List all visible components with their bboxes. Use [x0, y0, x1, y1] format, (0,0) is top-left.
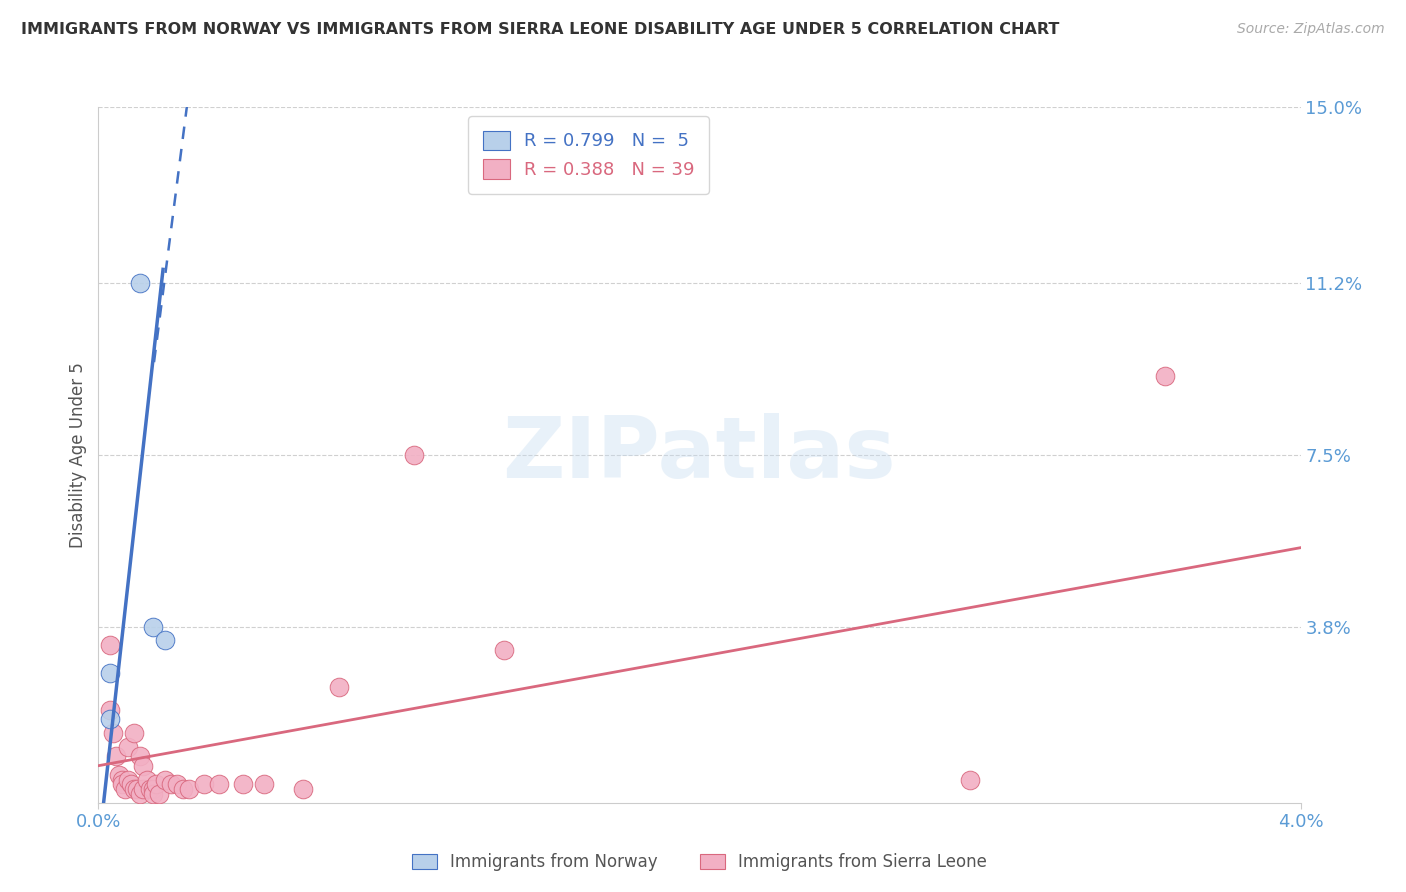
- Text: ZIPatlas: ZIPatlas: [502, 413, 897, 497]
- Point: [121, 777, 143, 791]
- Point: [129, 749, 152, 764]
- Legend: Immigrants from Norway, Immigrants from Sierra Leone: Immigrants from Norway, Immigrants from …: [405, 847, 994, 878]
- Point: [141, 619, 163, 633]
- Point: [111, 777, 134, 791]
- Point: [172, 781, 194, 796]
- Point: [127, 781, 149, 796]
- Point: [153, 772, 176, 787]
- Point: [193, 777, 215, 791]
- Point: [253, 777, 276, 791]
- Point: [208, 777, 231, 791]
- Text: IMMIGRANTS FROM NORWAY VS IMMIGRANTS FROM SIERRA LEONE DISABILITY AGE UNDER 5 CO: IMMIGRANTS FROM NORWAY VS IMMIGRANTS FRO…: [21, 22, 1060, 37]
- Point: [124, 726, 146, 740]
- Point: [153, 633, 176, 648]
- Point: [117, 740, 139, 755]
- Point: [135, 772, 157, 787]
- Point: [100, 712, 122, 726]
- Text: Source: ZipAtlas.com: Source: ZipAtlas.com: [1237, 22, 1385, 37]
- Point: [159, 777, 181, 791]
- Point: [328, 680, 350, 694]
- Point: [1154, 369, 1177, 384]
- Point: [108, 768, 131, 782]
- Point: [100, 703, 122, 717]
- Point: [141, 787, 163, 801]
- Point: [100, 638, 122, 652]
- Point: [166, 777, 188, 791]
- Point: [117, 772, 139, 787]
- Point: [111, 772, 134, 787]
- Point: [232, 777, 254, 791]
- Point: [177, 781, 200, 796]
- Point: [959, 772, 981, 787]
- Point: [114, 781, 136, 796]
- Point: [103, 726, 125, 740]
- Point: [124, 781, 146, 796]
- Point: [148, 787, 170, 801]
- Point: [129, 277, 152, 291]
- Point: [291, 781, 314, 796]
- Point: [105, 749, 128, 764]
- Point: [132, 781, 155, 796]
- Point: [138, 781, 160, 796]
- Point: [100, 665, 122, 680]
- Point: [494, 642, 516, 657]
- Point: [145, 777, 167, 791]
- Y-axis label: Disability Age Under 5: Disability Age Under 5: [69, 362, 87, 548]
- Point: [132, 758, 155, 772]
- Point: [129, 787, 152, 801]
- Point: [141, 781, 163, 796]
- Point: [402, 448, 425, 462]
